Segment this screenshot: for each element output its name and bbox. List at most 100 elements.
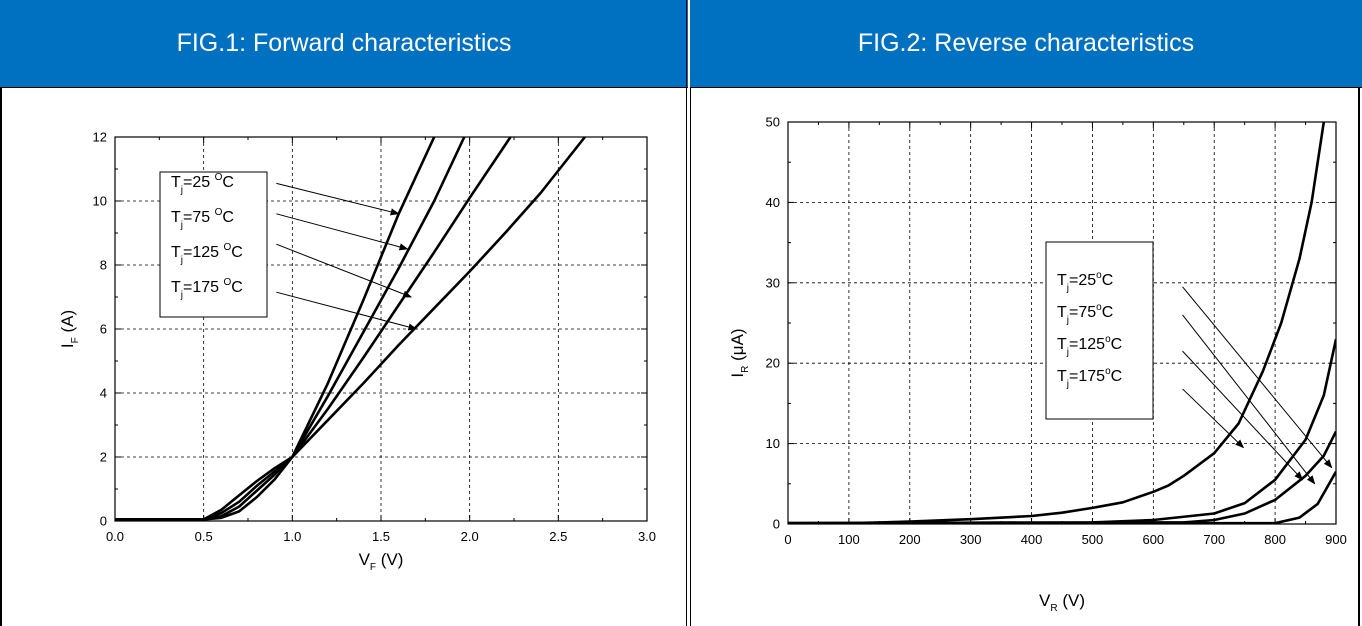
x-tick-label: 700	[1203, 532, 1225, 547]
legend-box	[159, 171, 268, 318]
legend-entry-sup: O	[224, 277, 232, 288]
legend-entry-sup: O	[215, 207, 223, 218]
y-tick-label: 10	[93, 194, 107, 209]
x-axis-label-main: V	[359, 550, 371, 569]
x-axis-label: VR (V)	[1039, 591, 1085, 614]
legend-entry-mid: =25	[183, 174, 215, 191]
legend-entry-post: C	[222, 209, 234, 226]
x-tick-label: 1.5	[372, 529, 390, 544]
legend-entry-post: C	[231, 279, 243, 296]
y-axis-label-unit: (A)	[58, 310, 77, 337]
y-axis-label-sub: R	[740, 366, 751, 373]
annotation-arrow-1	[276, 182, 400, 216]
panel-divider	[686, 0, 691, 626]
panel-forward: FIG.1: Forward characteristics 0.0 0.5 1.0…	[0, 0, 688, 574]
legend-entry-pre: T	[171, 209, 181, 226]
series-line-3	[788, 338, 1336, 524]
x-tick-label: 100	[838, 532, 860, 547]
annotation-arrow-3	[276, 243, 412, 298]
panel-reverse: FIG.2: Reverse characteristics 0 100 200 30…	[690, 0, 1362, 626]
legend-entry-sub: j	[1066, 315, 1069, 326]
legend-entry-pre: T	[1057, 272, 1067, 289]
x-tick-label: 400	[1021, 532, 1043, 547]
legend-entry-pre: T	[171, 244, 181, 261]
legend-entry-mid: =125	[183, 244, 223, 261]
x-tick-label: 3.0	[638, 529, 656, 544]
y-tick-label: 20	[766, 356, 780, 371]
y-axis-label-sub: F	[70, 337, 81, 343]
legend-entry-mid: =125	[1069, 336, 1105, 353]
y-tick-label: 2	[100, 450, 107, 465]
legend-entry-sub: j	[180, 290, 183, 301]
legend-entry-sup: o	[1105, 334, 1111, 345]
y-tick-label: 40	[766, 195, 780, 210]
header-rule	[0, 87, 688, 88]
legend-entry-pre: T	[1057, 336, 1067, 353]
legend-entry-post: C	[1102, 304, 1114, 321]
x-axis-label-sub: F	[370, 562, 376, 573]
series-line-2	[788, 430, 1336, 524]
x-tick-label: 800	[1264, 532, 1286, 547]
legend-entry-mid: =75	[183, 209, 215, 226]
legend-entry-mid: =75	[1069, 304, 1096, 321]
annotation-arrow-2	[276, 213, 409, 251]
y-axis-label: IF (A)	[58, 310, 81, 348]
legend-entry-sub: j	[1066, 379, 1069, 390]
legend-entry-pre: T	[171, 279, 181, 296]
y-tick-label: 50	[766, 115, 780, 130]
legend-entry-post: C	[222, 174, 234, 191]
legend-entry-sub: j	[180, 255, 183, 266]
legend-entry-sup: O	[215, 172, 223, 183]
legend-entry-sup: o	[1105, 366, 1111, 377]
legend-entry-sup: O	[224, 242, 232, 253]
legend-entry-post: C	[1102, 272, 1114, 289]
y-tick-label: 0	[773, 517, 780, 532]
legend-entry-4: Tj=175oC	[1057, 366, 1122, 390]
legend-entry-mid: =175	[183, 279, 223, 296]
legend-entry-pre: T	[1057, 304, 1067, 321]
y-axis-label-unit: (μA)	[728, 328, 747, 365]
legend-entry-mid: =25	[1069, 272, 1096, 289]
annotation-arrow-1	[1182, 286, 1333, 469]
y-tick-label: 0	[100, 514, 107, 529]
legend-entry-pre: T	[171, 174, 181, 191]
legend-entry-2: Tj=75 OC	[171, 207, 234, 231]
x-tick-label: 2.5	[549, 529, 567, 544]
x-tick-label: 0.0	[106, 529, 124, 544]
legend-entry-post: C	[1111, 368, 1123, 385]
y-tick-label: 8	[100, 258, 107, 273]
legend-entry-3: Tj=125 OC	[171, 242, 243, 266]
legend-entry-sub: j	[180, 220, 183, 231]
y-axis-label: IR (μA)	[728, 328, 751, 377]
header-rule	[690, 87, 1362, 88]
legend-entry-post: C	[231, 244, 243, 261]
panel-header-reverse: FIG.2: Reverse characteristics	[690, 0, 1362, 87]
y-tick-label: 30	[766, 275, 780, 290]
annotation-arrow-3	[1182, 350, 1304, 481]
x-axis-label-sub: R	[1050, 603, 1057, 614]
x-tick-label: 1.0	[283, 529, 301, 544]
legend-entry-2: Tj=75oC	[1057, 302, 1113, 326]
annotation-arrow-4	[1182, 388, 1245, 449]
series-line-4	[788, 122, 1326, 524]
series-line-4	[115, 137, 586, 521]
annotation-arrow-4	[276, 291, 418, 331]
x-tick-label: 200	[899, 532, 921, 547]
reverse-characteristics-chart: 0 100 200 300 400 500 600 700 800 900 0 10 20 30 40 50 V…	[728, 115, 1347, 615]
legend-entry-4: Tj=175 OC	[171, 277, 243, 301]
x-tick-label: 500	[1082, 532, 1104, 547]
legend-entry-3: Tj=125oC	[1057, 334, 1122, 358]
y-axis-label-main: I	[728, 373, 747, 378]
legend-entry-mid: =175	[1069, 368, 1105, 385]
panel-header-forward: FIG.1: Forward characteristics	[0, 0, 688, 87]
legend-entry-sub: j	[180, 185, 183, 196]
x-tick-label: 900	[1325, 532, 1347, 547]
legend-entry-post: C	[1111, 336, 1123, 353]
legend-entry-sub: j	[1066, 347, 1069, 358]
y-axis-label-main: I	[58, 343, 77, 348]
x-tick-label: 2.0	[461, 529, 479, 544]
legend-entry-pre: T	[1057, 368, 1067, 385]
